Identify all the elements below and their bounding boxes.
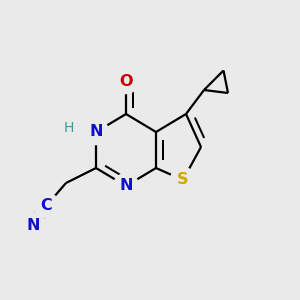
Text: S: S xyxy=(177,172,189,188)
Circle shape xyxy=(170,167,196,193)
Text: O: O xyxy=(119,74,133,88)
Circle shape xyxy=(56,115,82,140)
Text: H: H xyxy=(64,121,74,134)
Circle shape xyxy=(83,119,109,145)
Text: N: N xyxy=(26,218,40,232)
Circle shape xyxy=(20,212,46,238)
Circle shape xyxy=(34,193,59,218)
Circle shape xyxy=(113,173,139,199)
Text: N: N xyxy=(119,178,133,194)
Circle shape xyxy=(113,68,139,94)
Text: N: N xyxy=(89,124,103,140)
Text: C: C xyxy=(40,198,52,213)
